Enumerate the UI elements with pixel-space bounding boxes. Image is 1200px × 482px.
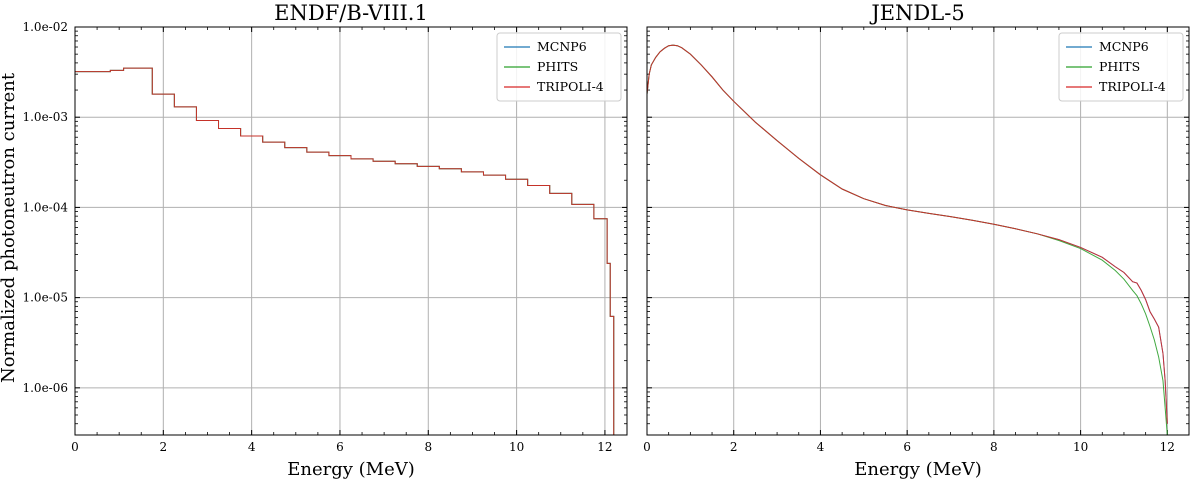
- x-axis-label: Energy (MeV): [854, 459, 982, 480]
- x-tick-label: 2: [730, 440, 738, 454]
- series-line-tripoli-4: [647, 44, 1168, 424]
- y-tick-label: 1.0e-03: [22, 110, 68, 124]
- legend-box: [496, 32, 622, 102]
- series-line-mcnp6: [75, 67, 615, 435]
- legend-entry: MCNP6: [537, 39, 587, 54]
- x-tick-label: 10: [509, 440, 524, 454]
- x-axis-label: Energy (MeV): [287, 459, 415, 480]
- y-tick-label: 1.0e-02: [22, 20, 68, 34]
- legend-entry: MCNP6: [1099, 39, 1149, 54]
- y-tick-label: 1.0e-06: [22, 381, 68, 395]
- plot-frame: [646, 26, 1190, 436]
- legend-entry: TRIPOLI-4: [1099, 79, 1166, 94]
- x-tick-label: 8: [424, 440, 432, 454]
- x-tick-label: 12: [1160, 440, 1175, 454]
- x-tick-label: 2: [159, 440, 167, 454]
- x-tick-label: 10: [1073, 440, 1088, 454]
- x-tick-label: 4: [248, 440, 256, 454]
- legend-entry: PHITS: [1099, 59, 1140, 74]
- chart-panel-1: ENDF/B-VIII.1 Energy (MeV) 0 2 4 6 8 10 12 1.0e-0…: [22, 1, 628, 480]
- x-tick-label: 0: [71, 440, 79, 454]
- x-tick-label: 0: [643, 440, 651, 454]
- chart-title: ENDF/B-VIII.1: [274, 1, 428, 25]
- y-tick-label: 1.0e-04: [22, 200, 68, 214]
- legend-entry: PHITS: [537, 59, 578, 74]
- legend-box: [1058, 32, 1184, 102]
- series-line-phits: [75, 67, 615, 435]
- y-axis-label: Normalized photoneutron current: [0, 72, 19, 383]
- x-tick-label: 8: [990, 440, 998, 454]
- series-line-tripoli-4: [75, 67, 615, 435]
- y-tick-label: 1.0e-05: [22, 291, 68, 305]
- chart-title: JENDL-5: [869, 1, 964, 25]
- plot-frame: [74, 26, 628, 436]
- x-tick-label: 4: [817, 440, 825, 454]
- x-tick-label: 6: [336, 440, 344, 454]
- chart-panel-2: JENDL-5 Energy (MeV) 0 2 4 6 8 10 12 MCNP6 PHITS TR…: [643, 1, 1190, 480]
- x-tick-label: 6: [903, 440, 911, 454]
- x-tick-label: 12: [597, 440, 612, 454]
- legend-entry: TRIPOLI-4: [537, 79, 604, 94]
